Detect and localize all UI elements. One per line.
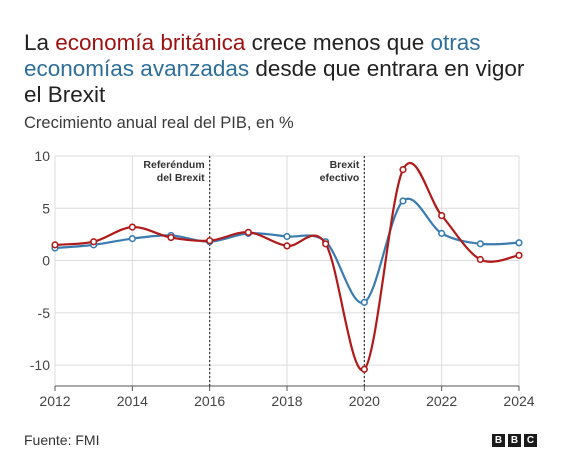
y-tick-label: -5 [38,305,51,321]
y-tick-label: 5 [42,200,50,216]
x-tick-label: 2022 [426,393,457,409]
chart-subtitle: Crecimiento anual real del PIB, en % [24,114,294,132]
annotation-label: efectivo [320,172,360,184]
title-part: desde que entrara en vigor el Brexit [24,56,525,107]
data-point-others [283,232,291,241]
bbc-logo-letter: C [524,434,537,447]
data-point-others [476,240,484,248]
data-point-uk [244,228,252,236]
bbc-logo-letter: B [492,434,505,447]
y-tick-label: 0 [42,253,50,269]
source-note: Fuente: FMI [24,432,100,448]
data-point-uk [206,237,214,245]
bbc-logo-letter: B [508,434,521,447]
y-tick-label: -10 [30,357,50,373]
y-tick-label: 10 [34,148,50,164]
bbc-logo: B B C [492,434,537,447]
data-point-uk [167,233,175,242]
data-point-uk [90,238,98,246]
x-tick-label: 2024 [503,393,534,409]
title-uk-highlight: economía británica [55,30,246,55]
data-point-uk [51,241,59,249]
x-tick-label: 2018 [271,393,302,409]
title-others-highlight: otras economías avanzadas [24,30,481,81]
title-part: La [24,30,56,55]
data-point-uk [399,165,407,174]
data-point-uk [283,242,291,250]
annotation-label: Brexit [330,159,360,171]
data-point-uk [128,223,136,231]
data-point-others [515,239,523,247]
data-point-uk [476,255,484,264]
x-tick-label: 2012 [39,393,70,409]
data-point-uk [360,365,368,373]
series-line-uk [54,161,520,372]
annotation-label: Referéndum [143,159,204,171]
x-tick-label: 2020 [349,393,380,409]
data-point-others [360,298,368,306]
title-part: crece menos que [245,30,431,55]
chart-title: La economía británica crece menos que ot… [24,30,544,108]
data-point-others [399,197,407,205]
data-point-uk [322,240,330,248]
x-tick-label: 2014 [117,393,148,409]
data-point-uk [438,211,446,220]
data-point-others [128,234,136,243]
data-point-uk [515,251,523,259]
data-point-others [438,229,446,237]
x-tick-label: 2016 [194,393,225,409]
annotation-label: del Brexit [157,172,205,184]
